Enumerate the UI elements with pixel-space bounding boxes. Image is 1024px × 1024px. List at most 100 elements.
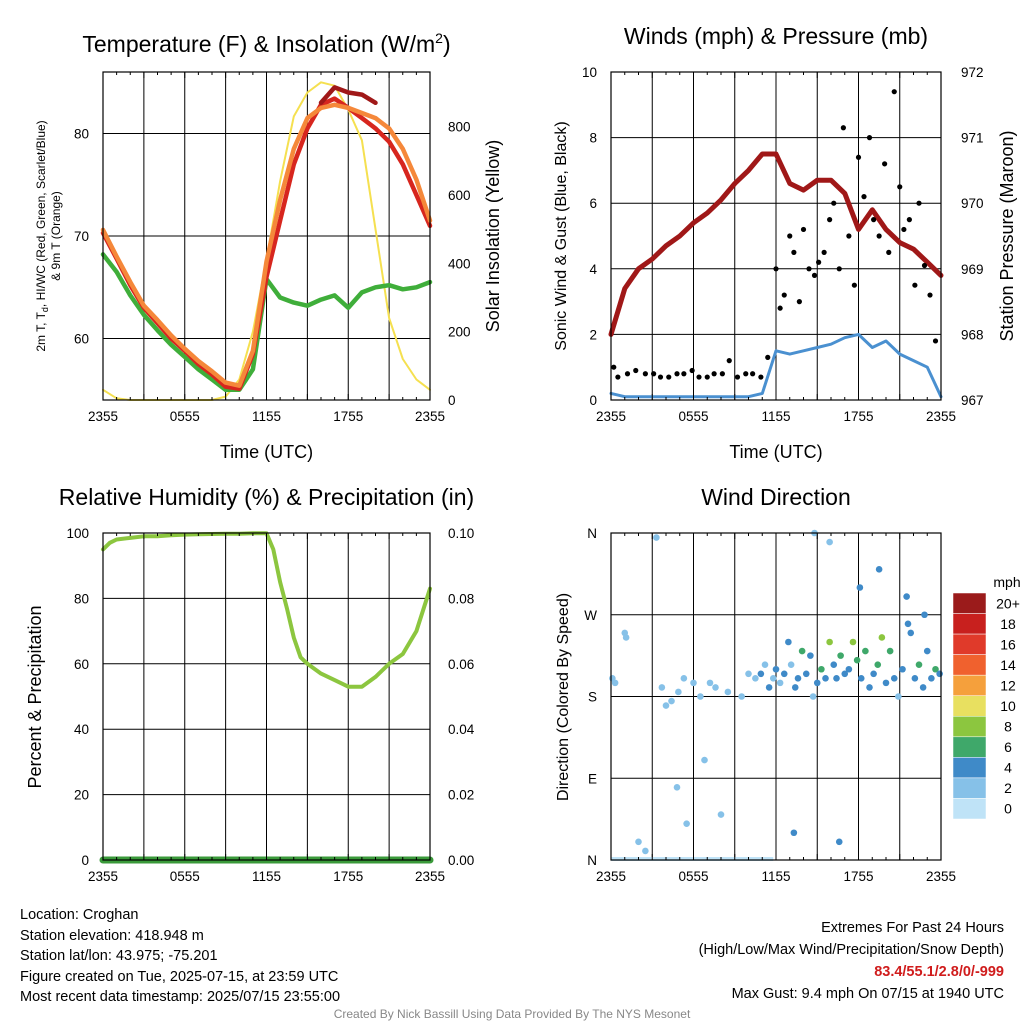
panel2-x-tick-label: 2355	[415, 869, 445, 884]
extremes-info: Extremes For Past 24 Hours (High/Low/Max…	[699, 917, 1004, 1005]
panel1-y-tick-label: 6	[589, 196, 597, 211]
panel0-ylabel-sub: d	[40, 307, 50, 312]
wind-gust-point	[704, 374, 710, 380]
wind-direction-point	[717, 811, 725, 818]
wind-direction-point	[683, 820, 690, 827]
wind-direction-point	[874, 661, 882, 669]
wind-direction-point	[769, 675, 777, 682]
wind-direction-point	[680, 675, 688, 682]
wind-gust-point	[800, 226, 807, 233]
panel0-y2-tick-label: 400	[448, 256, 471, 271]
wind-direction-point	[611, 679, 619, 687]
panel2-y-tick-label: 80	[74, 591, 89, 606]
wind-direction-point	[856, 584, 864, 591]
wind-direction-point	[635, 838, 642, 846]
wind-gust-point	[840, 125, 846, 131]
wind-direction-point	[923, 647, 931, 655]
wind-direction-point	[890, 675, 898, 682]
wind-direction-point	[899, 665, 906, 673]
wind-direction-point	[701, 756, 708, 764]
wind-speed-line	[609, 332, 943, 399]
panel2-ylabel: Percent & Precipitation	[25, 605, 45, 788]
panel2-x-tick-label: 2355	[88, 869, 118, 884]
wind-direction-point	[915, 661, 923, 669]
wind-direction-point	[761, 661, 769, 669]
wind-direction-point	[807, 652, 814, 659]
panel2-y2-tick-label: 0.10	[448, 526, 474, 541]
wind-direction-point	[936, 670, 943, 678]
panel1-x-tick-label: 2355	[596, 409, 626, 424]
panel3-y-tick-label: N	[587, 853, 597, 868]
wind-gust-point	[916, 200, 922, 206]
wind-gust-point	[750, 371, 756, 377]
colorbar-swatch	[952, 613, 987, 635]
wind-direction-point	[904, 620, 912, 628]
wind-direction-point	[673, 784, 681, 791]
wind-gust-point	[827, 217, 833, 223]
panel1-y-tick-label: 2	[589, 327, 597, 342]
wind-gust-point	[891, 89, 897, 95]
wind-direction-point	[870, 670, 877, 678]
wind-direction-point	[903, 593, 910, 600]
wind-gust-point	[861, 194, 867, 200]
panel0-y-tick-label: 80	[74, 127, 89, 142]
station-elevation: Station elevation: 418.948 m	[20, 927, 204, 944]
panel1-y2-tick-label: 967	[961, 393, 984, 408]
colorbar-label: 0	[1004, 801, 1012, 817]
wind-direction-point	[830, 661, 838, 669]
panel1-xlabel: Time (UTC)	[729, 442, 822, 462]
wind-gust-point	[855, 154, 862, 160]
wind-direction-point	[787, 661, 795, 669]
wind-gust-point	[765, 354, 771, 360]
panel0-ylabel: 2m T, Td, HI/WC (Red, Green, Scarlet/Blu…	[34, 120, 50, 351]
wind-direction-point	[809, 693, 817, 700]
wind-gust-point	[773, 266, 779, 272]
wind-direction-point	[690, 679, 697, 687]
wind-gust-point	[624, 371, 631, 377]
wind-gust-point	[831, 200, 837, 206]
colorbar-label: 6	[1004, 739, 1012, 755]
wind-direction-point	[857, 675, 865, 682]
wind-gust-point	[927, 292, 933, 298]
wind-gust-point	[921, 262, 928, 269]
panel1-y2-tick-label: 971	[961, 131, 984, 146]
wind-direction-point	[752, 675, 759, 682]
wind-direction-point	[668, 697, 675, 705]
wind-direction-point	[932, 665, 939, 673]
most-recent-timestamp: Most recent data timestamp: 2025/07/15 2…	[20, 989, 341, 1006]
wind-direction-point	[919, 684, 927, 691]
wind-direction-point	[866, 684, 873, 691]
wind-gust-point	[816, 259, 822, 265]
max-gust: Max Gust: 9.4 mph On 07/15 at 1940 UTC	[731, 986, 1004, 1002]
wind-gust-point	[821, 249, 827, 255]
panel0-y2label: Solar Insolation (Yellow)	[483, 140, 503, 332]
wind-direction-point	[853, 656, 861, 664]
wind-direction-point	[833, 675, 840, 682]
wind-direction-point	[798, 647, 806, 655]
figure-created: Figure created on Tue, 2025-07-15, at 23…	[20, 968, 339, 985]
colorbar-label: 4	[1004, 760, 1012, 776]
colorbar-swatch	[952, 633, 987, 655]
panel3-y-tick-label: W	[584, 608, 597, 623]
colorbar-swatch	[952, 777, 987, 799]
panel0-y2-tick-label: 0	[448, 393, 456, 408]
panel3-y-tick-label: E	[588, 771, 597, 786]
station-latlon: Station lat/lon: 43.975; -75.201	[20, 948, 218, 965]
colorbar-label: 12	[1000, 677, 1016, 693]
extremes-title: Extremes For Past 24 Hours	[821, 920, 1004, 936]
panel2-y2-tick-label: 0.08	[448, 591, 474, 606]
colorbar-label: 14	[1000, 657, 1016, 673]
panel3-x-tick-label: 2355	[926, 869, 956, 884]
wind-gust-point	[811, 272, 818, 278]
colorbar-label: 16	[1000, 636, 1016, 652]
panel3-x-tick-label: 0555	[678, 869, 708, 884]
wind-direction-point	[928, 675, 935, 682]
wind-direction-point	[706, 679, 714, 687]
wind-direction-point	[794, 675, 802, 682]
wind-direction-point	[791, 684, 799, 691]
wind-gust-point	[791, 249, 797, 255]
wind-gust-point	[719, 371, 725, 377]
wind-direction-point	[790, 829, 798, 837]
wind-gust-point	[851, 282, 857, 288]
wind-gust-point	[633, 367, 639, 374]
